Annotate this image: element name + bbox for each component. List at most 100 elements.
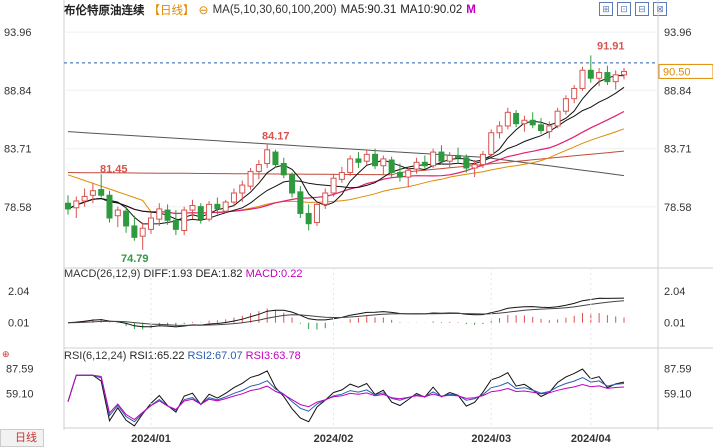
candle-body bbox=[546, 125, 553, 133]
candle-body bbox=[529, 119, 536, 126]
circle-minus-icon[interactable]: ⊖ bbox=[198, 3, 209, 17]
ma100-line bbox=[67, 150, 625, 176]
candle-body bbox=[297, 191, 304, 214]
price-tick-left: 93.96 bbox=[4, 27, 32, 39]
candle-body bbox=[446, 155, 453, 162]
macd-dea: DEA:1.82 bbox=[195, 268, 243, 280]
rsi-header: RSI(6,12,24) RSI1:65.22 RSI2:67.07 RSI3:… bbox=[64, 350, 301, 362]
candle-body bbox=[181, 209, 188, 232]
candle-body bbox=[89, 190, 96, 196]
rsi2-line bbox=[67, 374, 625, 423]
candle-body bbox=[280, 162, 287, 176]
zoom-tool-icon[interactable]: ⊡ bbox=[617, 2, 631, 16]
peak-annotation: 84.17 bbox=[262, 130, 290, 142]
macd-header: MACD(26,12,9) DIFF:1.93 DEA:1.82 MACD:0.… bbox=[64, 268, 302, 280]
indicator-badge[interactable]: M bbox=[466, 4, 476, 16]
candle-body bbox=[355, 158, 362, 163]
candle-body bbox=[123, 210, 130, 227]
rsi1-line bbox=[67, 368, 625, 427]
candle-body bbox=[347, 158, 354, 174]
candle-body bbox=[147, 217, 154, 230]
candle-body bbox=[164, 209, 171, 221]
macd-tick-right: 2.04 bbox=[664, 286, 685, 298]
rsi-params: RSI(6,12,24) bbox=[64, 350, 127, 362]
candle-body bbox=[289, 174, 296, 194]
chart-header: 布伦特原油连续 【日线】 ⊖ MA(5,10,30,60,100,200) MA… bbox=[0, 2, 480, 18]
settings-tool-icon[interactable]: ⊠ bbox=[653, 2, 667, 16]
candle-body bbox=[380, 158, 387, 167]
candle-body bbox=[488, 132, 495, 155]
candle-body bbox=[247, 170, 254, 187]
candle-body bbox=[106, 194, 113, 219]
instrument-name: 布伦特原油连续 bbox=[64, 5, 145, 17]
candle-body bbox=[305, 212, 312, 225]
candle-body bbox=[496, 125, 503, 134]
candle-body bbox=[455, 155, 462, 159]
rsi-tick-right: 87.59 bbox=[664, 364, 692, 376]
candle-body bbox=[131, 225, 138, 238]
candle-body bbox=[230, 192, 237, 203]
price-tick-right: 83.71 bbox=[664, 144, 692, 156]
candle-body bbox=[264, 149, 271, 164]
candle-body bbox=[206, 203, 213, 220]
price-tick-right: 88.84 bbox=[664, 85, 692, 97]
macd-tick-left: 2.04 bbox=[8, 286, 29, 298]
x-tick-label: 2024/02 bbox=[314, 433, 354, 445]
candle-body bbox=[604, 72, 611, 83]
crosshair-tool-icon[interactable]: ⊞ bbox=[599, 2, 613, 16]
candle-body bbox=[172, 219, 179, 230]
candle-body bbox=[504, 111, 511, 127]
ma-params: MA(5,10,30,60,100,200) bbox=[212, 4, 337, 16]
candle-body bbox=[139, 227, 146, 237]
candle-body bbox=[513, 112, 520, 125]
rsi-tick-left: 59.10 bbox=[6, 389, 34, 401]
candle-body bbox=[471, 164, 478, 169]
candle-body bbox=[421, 161, 428, 167]
ma60-line bbox=[67, 128, 625, 215]
candle-body bbox=[612, 74, 619, 83]
candle-body bbox=[322, 192, 329, 205]
layout-tool-icon[interactable]: ⊟ bbox=[635, 2, 649, 16]
candle-body bbox=[396, 172, 403, 178]
rsi3-line bbox=[67, 374, 625, 421]
candle-body bbox=[81, 195, 88, 202]
candle-body bbox=[372, 153, 379, 167]
candle-body bbox=[330, 177, 337, 194]
high-annotation: 91.91 bbox=[597, 40, 625, 52]
price-tick-left: 88.84 bbox=[4, 85, 32, 97]
candle-body bbox=[214, 203, 221, 210]
candle-body bbox=[579, 69, 586, 89]
macd-value: MACD:0.22 bbox=[245, 268, 303, 280]
rsi1-value: RSI1:65.22 bbox=[129, 350, 185, 362]
ma5-value: MA5:90.31 bbox=[340, 4, 397, 16]
macd-dea-line bbox=[67, 300, 625, 326]
candle-body bbox=[405, 169, 412, 178]
period-selector[interactable]: 【日线】 bbox=[148, 5, 195, 17]
candle-body bbox=[571, 87, 578, 100]
candle-body bbox=[255, 164, 262, 172]
macd-diff-line bbox=[67, 297, 625, 328]
price-tick-right: 93.96 bbox=[664, 27, 692, 39]
rsi-settings-icon: ⊕ bbox=[2, 349, 10, 359]
macd-tick-right: 0.01 bbox=[664, 318, 685, 330]
candle-body bbox=[197, 206, 204, 220]
ma200-line bbox=[67, 131, 625, 177]
candle-body bbox=[388, 159, 395, 174]
candle-body bbox=[562, 98, 569, 112]
candle-body bbox=[554, 110, 561, 127]
price-tick-left: 83.71 bbox=[4, 144, 32, 156]
x-tick-label: 2024/04 bbox=[571, 433, 612, 445]
rsi-tick-left: 87.59 bbox=[6, 364, 34, 376]
candle-body bbox=[156, 208, 163, 220]
macd-tick-left: 0.01 bbox=[8, 318, 29, 330]
bottom-period-label: 日线 bbox=[15, 432, 37, 444]
rsi-tick-right: 59.10 bbox=[664, 389, 692, 401]
candle-body bbox=[114, 209, 121, 217]
candle-body bbox=[65, 202, 71, 210]
candle-body bbox=[479, 153, 486, 166]
bottom-period-tab[interactable]: 日线 bbox=[0, 429, 44, 447]
candle-body bbox=[239, 184, 246, 194]
candle-body bbox=[438, 151, 445, 162]
x-tick-label: 2024/01 bbox=[131, 433, 171, 445]
